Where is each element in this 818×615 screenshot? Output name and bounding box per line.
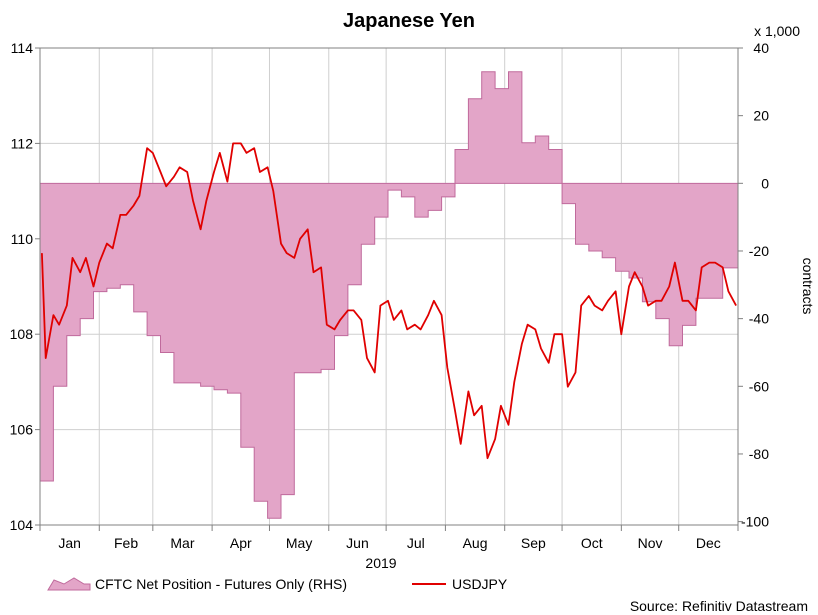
x-tick-label-may: May xyxy=(286,535,312,551)
x-tick-label-oct: Oct xyxy=(581,535,603,551)
left-tick-label-114: 114 xyxy=(11,40,34,56)
right-tick-label--80: -80 xyxy=(749,446,769,462)
left-tick-label-112: 112 xyxy=(11,135,34,151)
x-tick-label-jan: Jan xyxy=(58,535,81,551)
left-tick-label-108: 108 xyxy=(10,326,34,342)
right-tick-label-20: 20 xyxy=(753,108,769,124)
chart-title: Japanese Yen xyxy=(343,10,475,32)
usdjpy-line xyxy=(41,142,737,460)
right-tick-label--100: -100 xyxy=(741,514,769,530)
legend-area-swatch xyxy=(47,577,91,591)
x-tick-label-aug: Aug xyxy=(463,535,488,551)
right-axis-multiplier: x 1,000 xyxy=(754,23,800,39)
x-tick-label-jun: Jun xyxy=(346,535,369,551)
x-tick-label-dec: Dec xyxy=(696,535,721,551)
x-tick-label-mar: Mar xyxy=(170,535,194,551)
left-tick-label-110: 110 xyxy=(11,231,34,247)
x-tick-label-feb: Feb xyxy=(114,535,138,551)
right-tick-label--60: -60 xyxy=(749,378,769,394)
right-tick-label--40: -40 xyxy=(749,311,769,327)
right-tick-label-40: 40 xyxy=(753,40,769,56)
left-tick-label-104: 104 xyxy=(10,517,34,533)
right-tick-label--20: -20 xyxy=(749,243,769,259)
usdjpy-line-series xyxy=(41,142,737,460)
source-note: Source: Refinitiv Datastream xyxy=(630,598,808,614)
x-tick-label-jul: Jul xyxy=(407,535,425,551)
x-axis: Jan Feb Mar Apr May Jun Jul Aug Sep Oct Nov Dec xyxy=(39,525,739,551)
legend-label-usdjpy: USDJPY xyxy=(452,576,508,592)
year-label: 2019 xyxy=(365,555,396,571)
right-axis: 40 20 0 -20 -40 -60 -80 -100 xyxy=(738,40,769,530)
legend-label-cftc: CFTC Net Position - Futures Only (RHS) xyxy=(95,576,347,592)
cftc-area xyxy=(39,71,739,519)
x-tick-label-nov: Nov xyxy=(638,535,663,551)
x-tick-label-apr: Apr xyxy=(230,535,252,551)
right-tick-label-0: 0 xyxy=(761,175,769,191)
left-tick-label-106: 106 xyxy=(10,422,34,438)
right-axis-label: contracts xyxy=(800,258,816,315)
plot-frame xyxy=(39,47,739,526)
x-tick-label-sep: Sep xyxy=(521,535,546,551)
legend: CFTC Net Position - Futures Only (RHS) U… xyxy=(47,576,508,592)
left-axis: 104 106 108 110 112 114 xyxy=(10,40,40,533)
cftc-area-series xyxy=(39,71,739,519)
